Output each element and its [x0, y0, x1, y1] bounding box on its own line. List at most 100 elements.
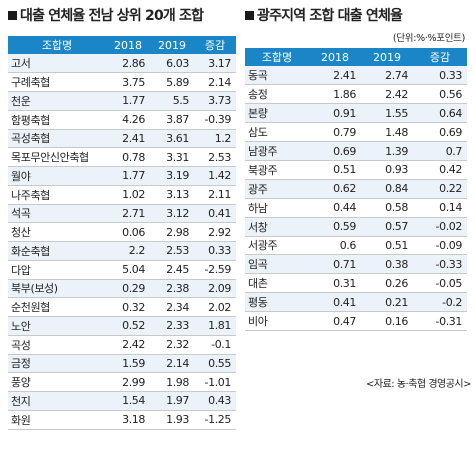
- right-table: 조합명 2018 2019 증감 동곡 2.41 2.74 0.33 송정 1.86 2.4…: [245, 48, 467, 331]
- value-cell: 1.42: [194, 166, 236, 186]
- value-cell: 0.26: [361, 273, 413, 294]
- value-cell: 0.62: [309, 179, 361, 199]
- cooperative-name-cell: 북부(보성): [8, 279, 106, 299]
- value-cell: 2.53: [194, 147, 236, 167]
- value-cell: 0.31: [309, 273, 361, 294]
- value-cell: 2.41: [106, 129, 150, 149]
- value-cell: 3.31: [150, 147, 194, 167]
- table-row: 구례축협 3.75 5.89 2.14: [8, 72, 236, 92]
- value-cell: 1.77: [106, 166, 150, 186]
- value-cell: 3.73: [194, 91, 236, 111]
- value-cell: 0.22: [413, 179, 467, 199]
- cooperative-name-cell: 임곡: [245, 254, 309, 275]
- left-table: 조합명 2018 2019 증감 고서 2.86 6.03 3.17 구례축협 3.75 5…: [8, 36, 236, 430]
- table-row: 석곡 2.71 3.12 0.41: [8, 204, 236, 224]
- value-cell: 0.29: [106, 279, 150, 299]
- table-row: 천지 1.54 1.97 0.43: [8, 391, 236, 411]
- value-cell: 5.89: [150, 72, 194, 92]
- value-cell: 1.77: [106, 91, 150, 111]
- table-row: 다압 5.04 2.45 -2.59: [8, 260, 236, 280]
- cooperative-name-cell: 송정: [245, 84, 309, 105]
- value-cell: -2.59: [194, 260, 236, 280]
- value-cell: 2.2: [106, 241, 150, 261]
- value-cell: 0.58: [361, 198, 413, 218]
- value-cell: 3.75: [106, 72, 150, 92]
- header-cell: 2019: [150, 36, 194, 54]
- table-row: 곡성 2.42 2.32 -0.1: [8, 335, 236, 355]
- value-cell: 2.99: [106, 372, 150, 392]
- cooperative-name-cell: 나주축협: [8, 185, 106, 205]
- left-title: 대출 연체율 전남 상위 20개 조합: [8, 0, 236, 30]
- table-row: 나주축협 1.02 3.13 2.11: [8, 185, 236, 205]
- cooperative-name-cell: 고서: [8, 54, 106, 74]
- table-row: 고서 2.86 6.03 3.17: [8, 54, 236, 74]
- table-row: 북광주 0.51 0.93 0.42: [245, 160, 467, 180]
- table-row: 곡성축협 2.41 3.61 1.2: [8, 129, 236, 149]
- cooperative-name-cell: 화순축협: [8, 241, 106, 261]
- unit-note: (단위:%·%포인트): [392, 33, 465, 44]
- value-cell: 5.04: [106, 260, 150, 280]
- value-cell: 1.55: [361, 103, 413, 124]
- value-cell: 0.93: [361, 160, 413, 180]
- value-cell: 2.09: [194, 279, 236, 299]
- value-cell: 1.97: [150, 391, 194, 411]
- cooperative-name-cell: 삼도: [245, 122, 309, 143]
- source-note: <자료: 농·축협 경영공시>: [366, 379, 471, 390]
- cooperative-name-cell: 노안: [8, 316, 106, 336]
- cooperative-name-cell: 청산: [8, 222, 106, 242]
- table-row: 본량 0.91 1.55 0.64: [245, 103, 467, 124]
- value-cell: 0.7: [413, 141, 467, 161]
- value-cell: 3.61: [150, 129, 194, 149]
- value-cell: 1.39: [361, 141, 413, 161]
- value-cell: 0.21: [361, 292, 413, 313]
- cooperative-name-cell: 대촌: [245, 273, 309, 294]
- cooperative-name-cell: 서창: [245, 217, 309, 237]
- cooperative-name-cell: 월야: [8, 166, 106, 186]
- cooperative-name-cell: 목포무안신안축협: [8, 147, 106, 167]
- right-header-row: 조합명 2018 2019 증감: [245, 48, 467, 66]
- value-cell: 1.59: [106, 354, 150, 374]
- value-cell: 0.64: [413, 103, 467, 124]
- title-square-icon: [8, 10, 17, 20]
- header-cell: 2018: [309, 48, 361, 66]
- value-cell: -1.01: [194, 372, 236, 392]
- table-row: 동곡 2.41 2.74 0.33: [245, 66, 467, 86]
- value-cell: 1.48: [361, 122, 413, 143]
- right-title: 광주지역 조합 대출 연체율: [245, 0, 467, 30]
- table-row: 서창 0.59 0.57 -0.02: [245, 217, 467, 237]
- value-cell: -1.25: [194, 410, 236, 430]
- table-row: 하남 0.44 0.58 0.14: [245, 198, 467, 218]
- table-row: 송정 1.86 2.42 0.56: [245, 84, 467, 105]
- table-row: 광주 0.62 0.84 0.22: [245, 179, 467, 199]
- cooperative-name-cell: 평동: [245, 292, 309, 313]
- value-cell: 0.78: [106, 147, 150, 167]
- value-cell: 2.14: [150, 354, 194, 374]
- cooperative-name-cell: 금정: [8, 354, 106, 374]
- value-cell: 2.53: [150, 241, 194, 261]
- value-cell: 0.43: [194, 391, 236, 411]
- value-cell: 2.45: [150, 260, 194, 280]
- value-cell: 0.84: [361, 179, 413, 199]
- value-cell: 0.56: [413, 84, 467, 105]
- header-cell: 증감: [194, 36, 236, 54]
- value-cell: 0.51: [361, 236, 413, 256]
- value-cell: 0.6: [309, 236, 361, 256]
- value-cell: 2.92: [194, 222, 236, 242]
- value-cell: 0.57: [361, 217, 413, 237]
- value-cell: -0.1: [194, 335, 236, 355]
- value-cell: 0.55: [194, 354, 236, 374]
- value-cell: -0.2: [413, 292, 467, 313]
- value-cell: 3.19: [150, 166, 194, 186]
- table-row: 노안 0.52 2.33 1.81: [8, 316, 236, 336]
- value-cell: 0.91: [309, 103, 361, 124]
- table-row: 북부(보성) 0.29 2.38 2.09: [8, 279, 236, 299]
- table-row: 임곡 0.71 0.38 -0.33: [245, 254, 467, 275]
- value-cell: 1.98: [150, 372, 194, 392]
- table-row: 천운 1.77 5.5 3.73: [8, 91, 236, 111]
- cooperative-name-cell: 구례축협: [8, 72, 106, 92]
- right-panel: 광주지역 조합 대출 연체율 (단위:%·%포인트) 조합명 2018 2019…: [245, 0, 467, 331]
- value-cell: 0.71: [309, 254, 361, 275]
- value-cell: 1.02: [106, 185, 150, 205]
- value-cell: 2.32: [150, 335, 194, 355]
- cooperative-name-cell: 북광주: [245, 160, 309, 180]
